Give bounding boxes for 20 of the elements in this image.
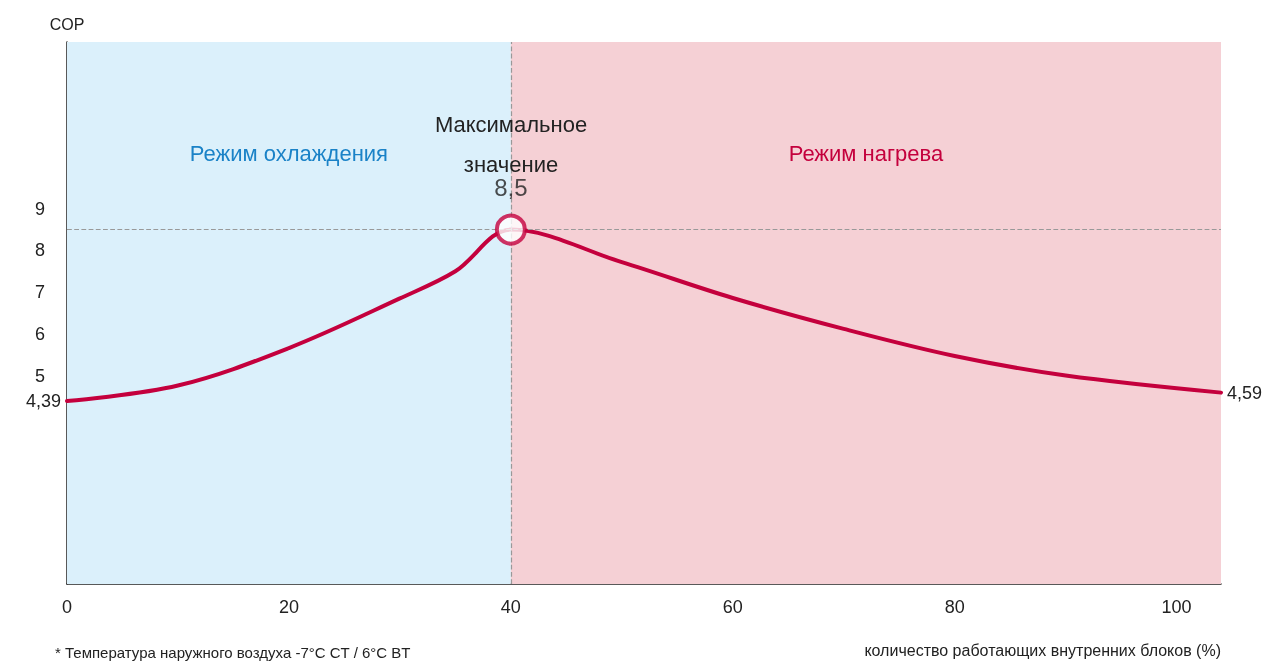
y-tick-label: 9 bbox=[34, 198, 45, 219]
text: * Температура наружного воздуха -7°C CT / 6°C BT bbox=[55, 644, 411, 661]
y-tick-label: 7 bbox=[34, 282, 45, 303]
annotation: Максимальное значение bbox=[434, 111, 588, 177]
band-label: Режим нагрева bbox=[788, 140, 944, 166]
y-axis-title: COP bbox=[49, 15, 85, 33]
band-label: Режим охлаждения bbox=[189, 140, 388, 166]
x-axis-title: количество работающих внутренних блоков (%) bbox=[864, 641, 1221, 659]
y-tick-label: 8 bbox=[34, 240, 45, 261]
x-tick-label: 100 bbox=[1161, 597, 1192, 617]
data-label: 8,5 bbox=[494, 174, 528, 202]
data-label: 4,39 bbox=[25, 390, 61, 411]
data-label: 4,59 bbox=[1227, 382, 1263, 403]
y-tick-label: 6 bbox=[34, 323, 45, 344]
x-tick-label: 0 bbox=[61, 597, 73, 617]
x-tick-label: 60 bbox=[722, 597, 743, 617]
x-tick-label: 80 bbox=[944, 597, 965, 617]
y-tick-label: 5 bbox=[34, 365, 45, 386]
x-tick-label: 20 bbox=[278, 597, 299, 617]
x-tick-label: 40 bbox=[500, 597, 521, 617]
